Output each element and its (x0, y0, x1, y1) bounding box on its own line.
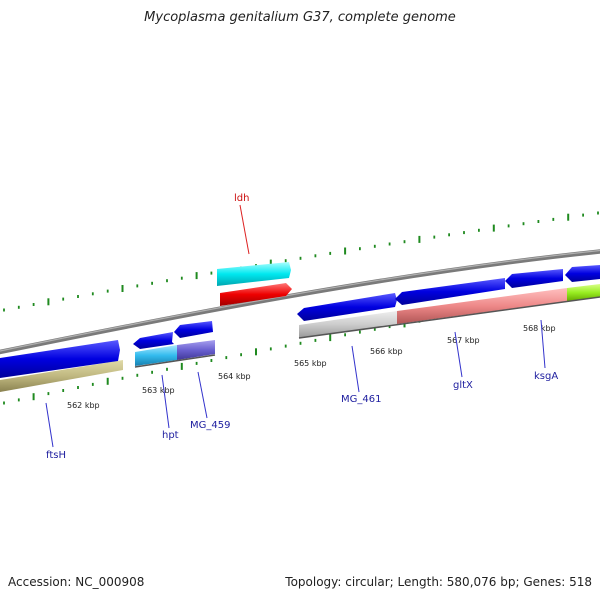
strand-baseline-a (134, 354, 216, 368)
kbp-label-564: 564 kbp (218, 372, 251, 381)
kbp-label-565: 565 kbp (294, 359, 327, 368)
gene-label-ldh[interactable]: ldh (234, 193, 249, 204)
leader-mg459 (197, 371, 208, 419)
leader-gltx (454, 331, 463, 378)
leader-mg461 (351, 345, 360, 393)
leader-hpt (161, 374, 170, 429)
gene-arrow-mg461 (297, 293, 397, 321)
gene-arrow-left-blue (0, 340, 120, 378)
kbp-label-566: 566 kbp (370, 347, 403, 356)
gene-arrow-mg459-blue (174, 321, 213, 338)
gene-arrow-right-edge (565, 265, 600, 282)
leader-ldh (239, 204, 250, 255)
gene-block-ksga-lime (567, 284, 600, 301)
gene-block-gltx-salmon (397, 288, 567, 324)
gene-arrow-hpt (133, 332, 174, 349)
strand-baseline-b (298, 296, 600, 339)
gene-arrow-ldh (217, 262, 291, 286)
gene-label-ftsh[interactable]: ftsH (46, 450, 66, 461)
genome-backbone-highlight (0, 249, 600, 352)
kbp-label-563: 563 kbp (142, 386, 175, 395)
kbp-label-568: 568 kbp (523, 324, 556, 333)
gene-arrow-ldh-red (220, 283, 292, 306)
accession-text: Accession: NC_000908 (8, 575, 145, 589)
gene-label-gltx[interactable]: gltX (453, 380, 473, 391)
kbp-label-567: 567 kbp (447, 336, 480, 345)
leader-ftsh (45, 402, 54, 448)
gene-label-mg459[interactable]: MG_459 (190, 420, 230, 431)
gene-block-hpt-sky (135, 345, 177, 366)
gene-band-ftsh-olive (0, 360, 123, 392)
gene-label-ksga[interactable]: ksgA (534, 371, 558, 382)
map-title: Mycoplasma genitalium G37, complete geno… (144, 10, 456, 25)
gene-block-mg461-grey (299, 311, 397, 338)
gene-label-mg461[interactable]: MG_461 (341, 394, 381, 405)
genome-summary-text: Topology: circular; Length: 580,076 bp; … (285, 575, 592, 589)
leader-ksga (540, 319, 546, 369)
genome-backbone (0, 249, 600, 355)
kbp-label-562: 562 kbp (67, 401, 100, 410)
gene-arrow-gltx (395, 278, 505, 305)
gene-label-hpt[interactable]: hpt (162, 430, 179, 441)
gene-block-mg459-purple (177, 340, 215, 360)
upper-tick-ring (3, 211, 599, 312)
gene-arrow-ksga (505, 269, 563, 288)
